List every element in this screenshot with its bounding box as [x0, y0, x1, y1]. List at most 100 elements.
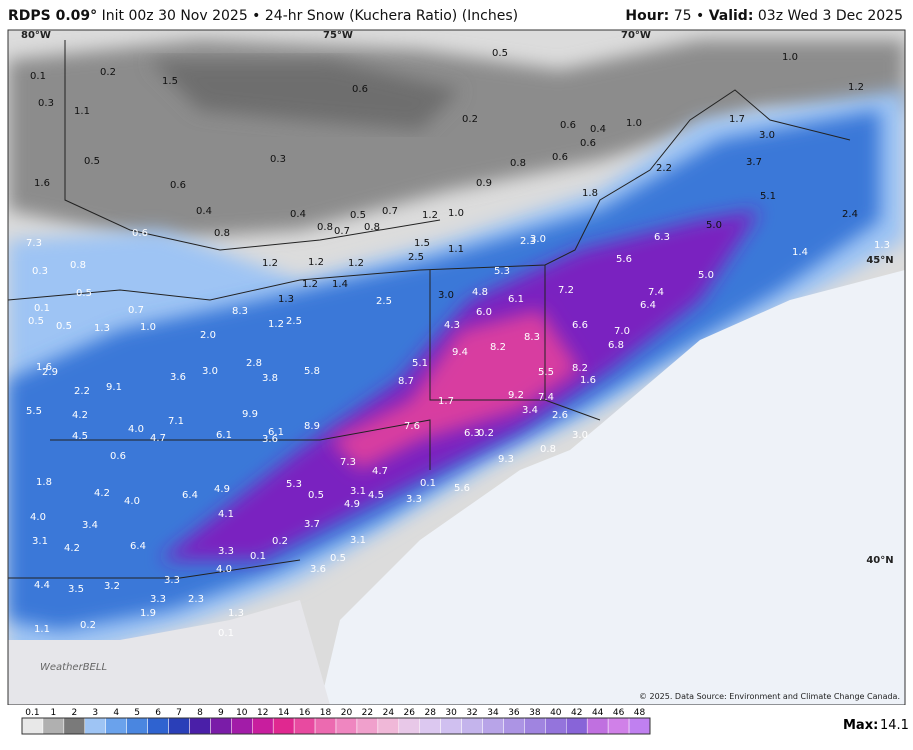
legend-tick: 4 [113, 708, 119, 718]
legend-box [398, 717, 420, 735]
snow-amount: 1.9 [140, 608, 156, 619]
snow-amount: 0.5 [56, 321, 72, 332]
snow-amount: 3.1 [350, 535, 366, 546]
grid-label: 70°W [621, 30, 651, 41]
snow-amount: 3.8 [262, 373, 278, 384]
snow-amount: 1.0 [782, 52, 798, 63]
legend-box [335, 717, 358, 735]
map: 80°W 75°W 70°W 45°N 40°N 0.1 0.2 1.5 0.6 0.5 1.0 1.… [7, 29, 906, 705]
legend-tick: 12 [257, 708, 268, 718]
grid-label: 80°W [21, 30, 51, 41]
snow-amount: 0.1 [420, 478, 436, 489]
snow-amount: 5.0 [706, 220, 722, 231]
snow-amount: 6.6 [572, 320, 588, 331]
snow-amount: 2.9 [42, 367, 58, 378]
map-shading [8, 30, 905, 705]
snow-amount: 4.4 [34, 580, 50, 591]
border [8, 559, 301, 579]
snow-amount: 3.0 [202, 366, 218, 377]
legend-tick: 1 [51, 708, 57, 718]
snow-amount: 3.4 [82, 520, 98, 531]
snow-amount: 5.3 [286, 479, 302, 490]
legend-tick: 2 [71, 708, 77, 718]
snow-amount: 1.5 [414, 238, 430, 249]
snow-amount: 6.4 [640, 300, 656, 311]
snow-amount: 8.7 [398, 376, 414, 387]
hour: 75 [673, 8, 692, 24]
snow-amount: 2.3 [188, 594, 204, 605]
snow-amount: 6.0 [476, 307, 492, 318]
snow-amount: 0.7 [128, 305, 144, 316]
hour-label: Hour: [625, 8, 670, 24]
legend-tick: 3 [92, 708, 98, 718]
legend-box [503, 717, 525, 735]
snow-amount: 1.7 [438, 396, 454, 407]
snow-amount: 4.8 [472, 287, 488, 298]
legend-box [42, 717, 65, 735]
legend-tick: 44 [592, 708, 604, 718]
legend-box [628, 717, 651, 735]
snow-amount: 0.5 [308, 490, 324, 501]
snow-amount: 6.1 [268, 427, 284, 438]
snow-amount: 2.3 [520, 236, 536, 247]
legend-tick: 6 [155, 708, 161, 718]
legend-box [147, 717, 169, 735]
snow-amount: 0.5 [76, 288, 92, 299]
grid-label: 45°N [866, 255, 893, 266]
snow-amount: 0.6 [560, 120, 576, 131]
legend-box [377, 717, 400, 735]
snow-amount: 3.6 [310, 564, 326, 575]
snow-amount: 5.1 [412, 358, 428, 369]
legend-tick: 7 [176, 708, 182, 718]
border [64, 40, 441, 251]
snow-amount: 0.3 [32, 266, 48, 277]
snow-amount: 9.1 [106, 382, 122, 393]
snow-amount: 0.7 [382, 206, 398, 217]
snow-amount: 4.7 [372, 466, 388, 477]
snow-amount: 1.0 [448, 208, 464, 219]
snow-amount: 3.4 [522, 405, 538, 416]
snow-amount: 0.8 [510, 158, 526, 169]
legend-box [272, 717, 295, 735]
snow-amount: 0.4 [590, 124, 606, 135]
snow-amount: 0.3 [38, 98, 54, 109]
snow-amount: 3.3 [150, 594, 166, 605]
legend-tick: 48 [634, 708, 646, 718]
snow-amount: 4.9 [344, 499, 360, 510]
snow-amount: 7.0 [614, 326, 630, 337]
snow-amount: 0.6 [170, 180, 186, 191]
snow-amount: 0.1 [34, 303, 50, 314]
legend: 0.1 1 2 3 4 5 6 7 8 9 10 12 14 16 18 20 22 24 26 28 30 32 34 36… [21, 708, 909, 735]
snow-amount: 6.3 [464, 428, 480, 439]
legend-box [168, 717, 190, 735]
valid: 03z Wed 3 Dec 2025 [757, 8, 903, 24]
snow-amount: 0.9 [476, 178, 492, 189]
borders [8, 40, 851, 579]
snow-amount: 9.9 [242, 409, 258, 420]
legend-tick: 10 [236, 708, 248, 718]
snow-amount: 4.7 [150, 433, 166, 444]
snow-amount: 0.5 [330, 553, 346, 564]
legend-tick: 8 [197, 708, 203, 718]
snow-amount: 1.8 [36, 477, 52, 488]
snow-amount: 2.5 [286, 316, 302, 327]
snow-amount: 4.0 [30, 512, 46, 523]
snow-amount: 1.1 [74, 106, 90, 117]
snow-amount: 2.0 [200, 330, 216, 341]
snow-amount: 3.0 [759, 130, 775, 141]
snow-amount: 1.1 [448, 244, 464, 255]
snow-amount: 4.2 [72, 410, 88, 421]
snow-amount: 1.2 [302, 279, 318, 290]
snow-amount: 2.2 [656, 163, 672, 174]
logo: WeatherBELL [40, 662, 107, 673]
snow-amount: 2.8 [246, 358, 262, 369]
snow-amount: 9.3 [498, 454, 514, 465]
snow-amount: 6.3 [654, 232, 670, 243]
legend-tick: 18 [320, 708, 332, 718]
snow-amount: 1.2 [262, 258, 278, 269]
legend-box [482, 717, 504, 735]
snow-amount: 0.2 [478, 428, 494, 439]
legend-tick: 38 [529, 708, 541, 718]
legend-tick: 5 [134, 708, 140, 718]
